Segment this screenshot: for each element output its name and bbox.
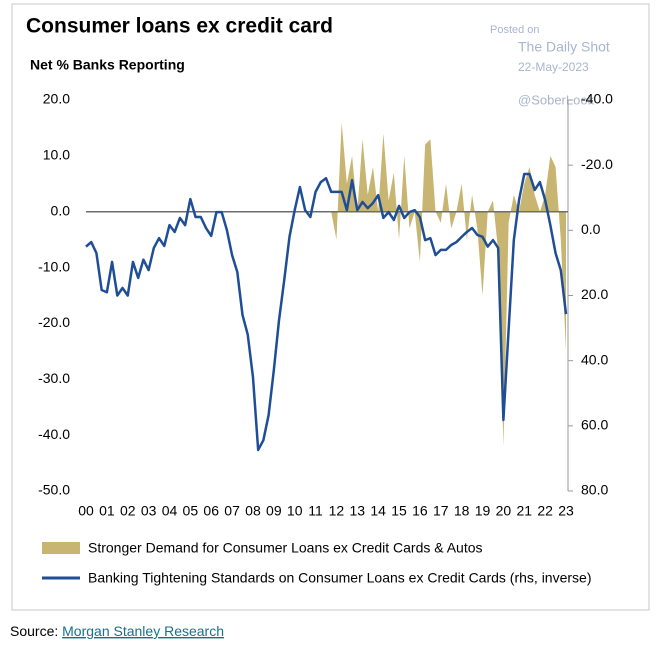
source: Source: Morgan Stanley Research: [10, 623, 224, 639]
y2-tick-label: 80.0: [581, 482, 608, 498]
x-tick-label: 13: [350, 503, 366, 519]
x-tick-label: 08: [245, 503, 261, 519]
x-tick-label: 09: [266, 503, 282, 519]
y2-tick-label: 0.0: [581, 221, 601, 237]
y-tick-label: 10.0: [43, 147, 70, 163]
chart-title: Consumer loans ex credit card: [26, 15, 333, 38]
x-tick-label: 20: [496, 503, 512, 519]
x-tick-label: 16: [412, 503, 428, 519]
x-tick-label: 14: [370, 503, 386, 519]
y-tick-label: -20.0: [38, 314, 70, 330]
y2-tick-label: 60.0: [581, 417, 608, 433]
y-tick-label: 20.0: [43, 91, 70, 107]
watermark: Posted on: [490, 24, 540, 36]
x-tick-label: 06: [203, 503, 219, 519]
x-tick-label: 05: [183, 503, 199, 519]
y2-tick-label: -20.0: [581, 156, 613, 172]
line: [85, 172, 568, 452]
y2-tick-label: 20.0: [581, 286, 608, 302]
x-tick-label: 02: [120, 503, 136, 519]
x-tick-label: 00: [78, 503, 94, 519]
y2-tick-label: 40.0: [581, 351, 608, 367]
x-tick-label: 01: [99, 503, 115, 519]
x-tick-label: 11: [308, 503, 323, 519]
x-tick-label: 15: [391, 503, 407, 519]
legend-label: Banking Tightening Standards on Consumer…: [88, 570, 591, 586]
x-tick-label: 10: [287, 503, 303, 519]
x-tick-label: 04: [162, 503, 178, 519]
x-tick-label: 19: [475, 503, 491, 519]
x-tick-label: 17: [433, 503, 449, 519]
source-link[interactable]: Morgan Stanley Research: [62, 623, 224, 639]
area: [331, 122, 566, 447]
x-tick-label: 18: [454, 503, 470, 519]
y-tick-label: -10.0: [38, 258, 70, 274]
legend-label: Stronger Demand for Consumer Loans ex Cr…: [88, 540, 483, 556]
plot-area: 20.0 10.0 0.0 -10.0 -20.0 -30.0 -40.0 -50.0 -40.…: [38, 91, 613, 519]
watermark: 22-May-2023: [518, 60, 589, 74]
x-tick-label: 03: [141, 503, 157, 519]
x-tick-label: 07: [224, 503, 240, 519]
y-tick-label: -30.0: [38, 370, 70, 386]
y-tick-label: -50.0: [38, 482, 70, 498]
x-tick-label: 21: [516, 503, 532, 519]
y-tick-label: -40.0: [38, 426, 70, 442]
source-prefix: Source:: [10, 623, 62, 639]
watermark: @SoberLook: [518, 92, 595, 107]
chart-frame: [11, 3, 650, 611]
x-tick-label: 23: [558, 503, 574, 519]
x-tick-label: 22: [537, 503, 553, 519]
watermark: The Daily Shot: [518, 39, 610, 55]
chart-subtitle: Net % Banks Reporting: [30, 57, 185, 73]
y-tick-label: 0.0: [51, 202, 71, 218]
legend-swatch: [42, 542, 80, 554]
y2-tick-label: -40.0: [581, 91, 613, 107]
x-tick-label: 12: [329, 503, 345, 519]
